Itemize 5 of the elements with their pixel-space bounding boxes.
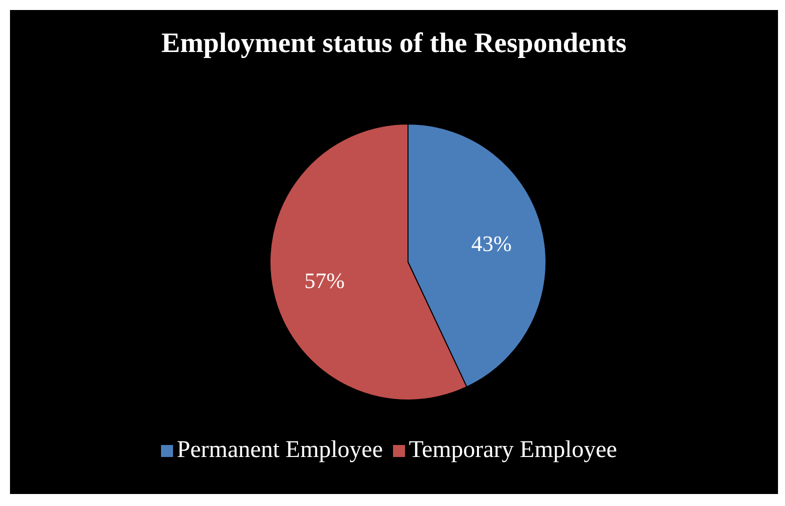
data-label: 57% [304,268,345,294]
chart-title: Employment status of the Respondents [160,28,628,60]
data-label: 43% [471,230,512,256]
legend-label: Temporary Employee [408,437,618,463]
legend-label: Permanent Employee [176,437,383,463]
